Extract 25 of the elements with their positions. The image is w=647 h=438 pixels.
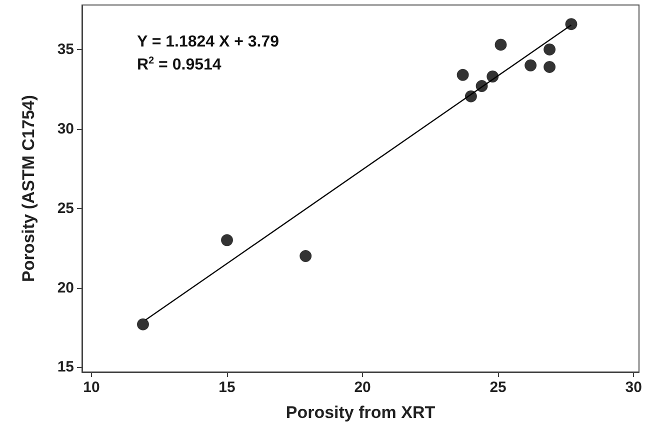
y-tick-label: 15 [57,358,74,376]
y-tick-label: 35 [57,40,74,58]
point [544,60,556,73]
y-tick-label: 25 [57,200,74,217]
point [565,18,578,30]
x-axis-title: Porosity from XRT [286,403,436,422]
x-tick-label: 15 [218,379,236,396]
x-tick-label: 30 [625,379,642,396]
x-tick-label: 10 [83,379,100,396]
point [544,43,556,56]
x-tick-label: 20 [354,379,371,396]
point [137,318,149,330]
point [464,90,477,102]
point [494,38,507,51]
point [456,68,469,81]
y-axis-title: Porosity (ASTM C1754) [19,94,38,282]
point [221,234,234,246]
y-tick-label: 20 [57,279,74,296]
annotation: Y = 1.1824 X + 3.79 [137,34,280,50]
point [476,80,488,92]
y-tick-label: 30 [57,120,74,138]
point [524,59,537,72]
point [486,70,499,82]
point [300,250,312,262]
x-tick-label: 25 [490,379,506,396]
